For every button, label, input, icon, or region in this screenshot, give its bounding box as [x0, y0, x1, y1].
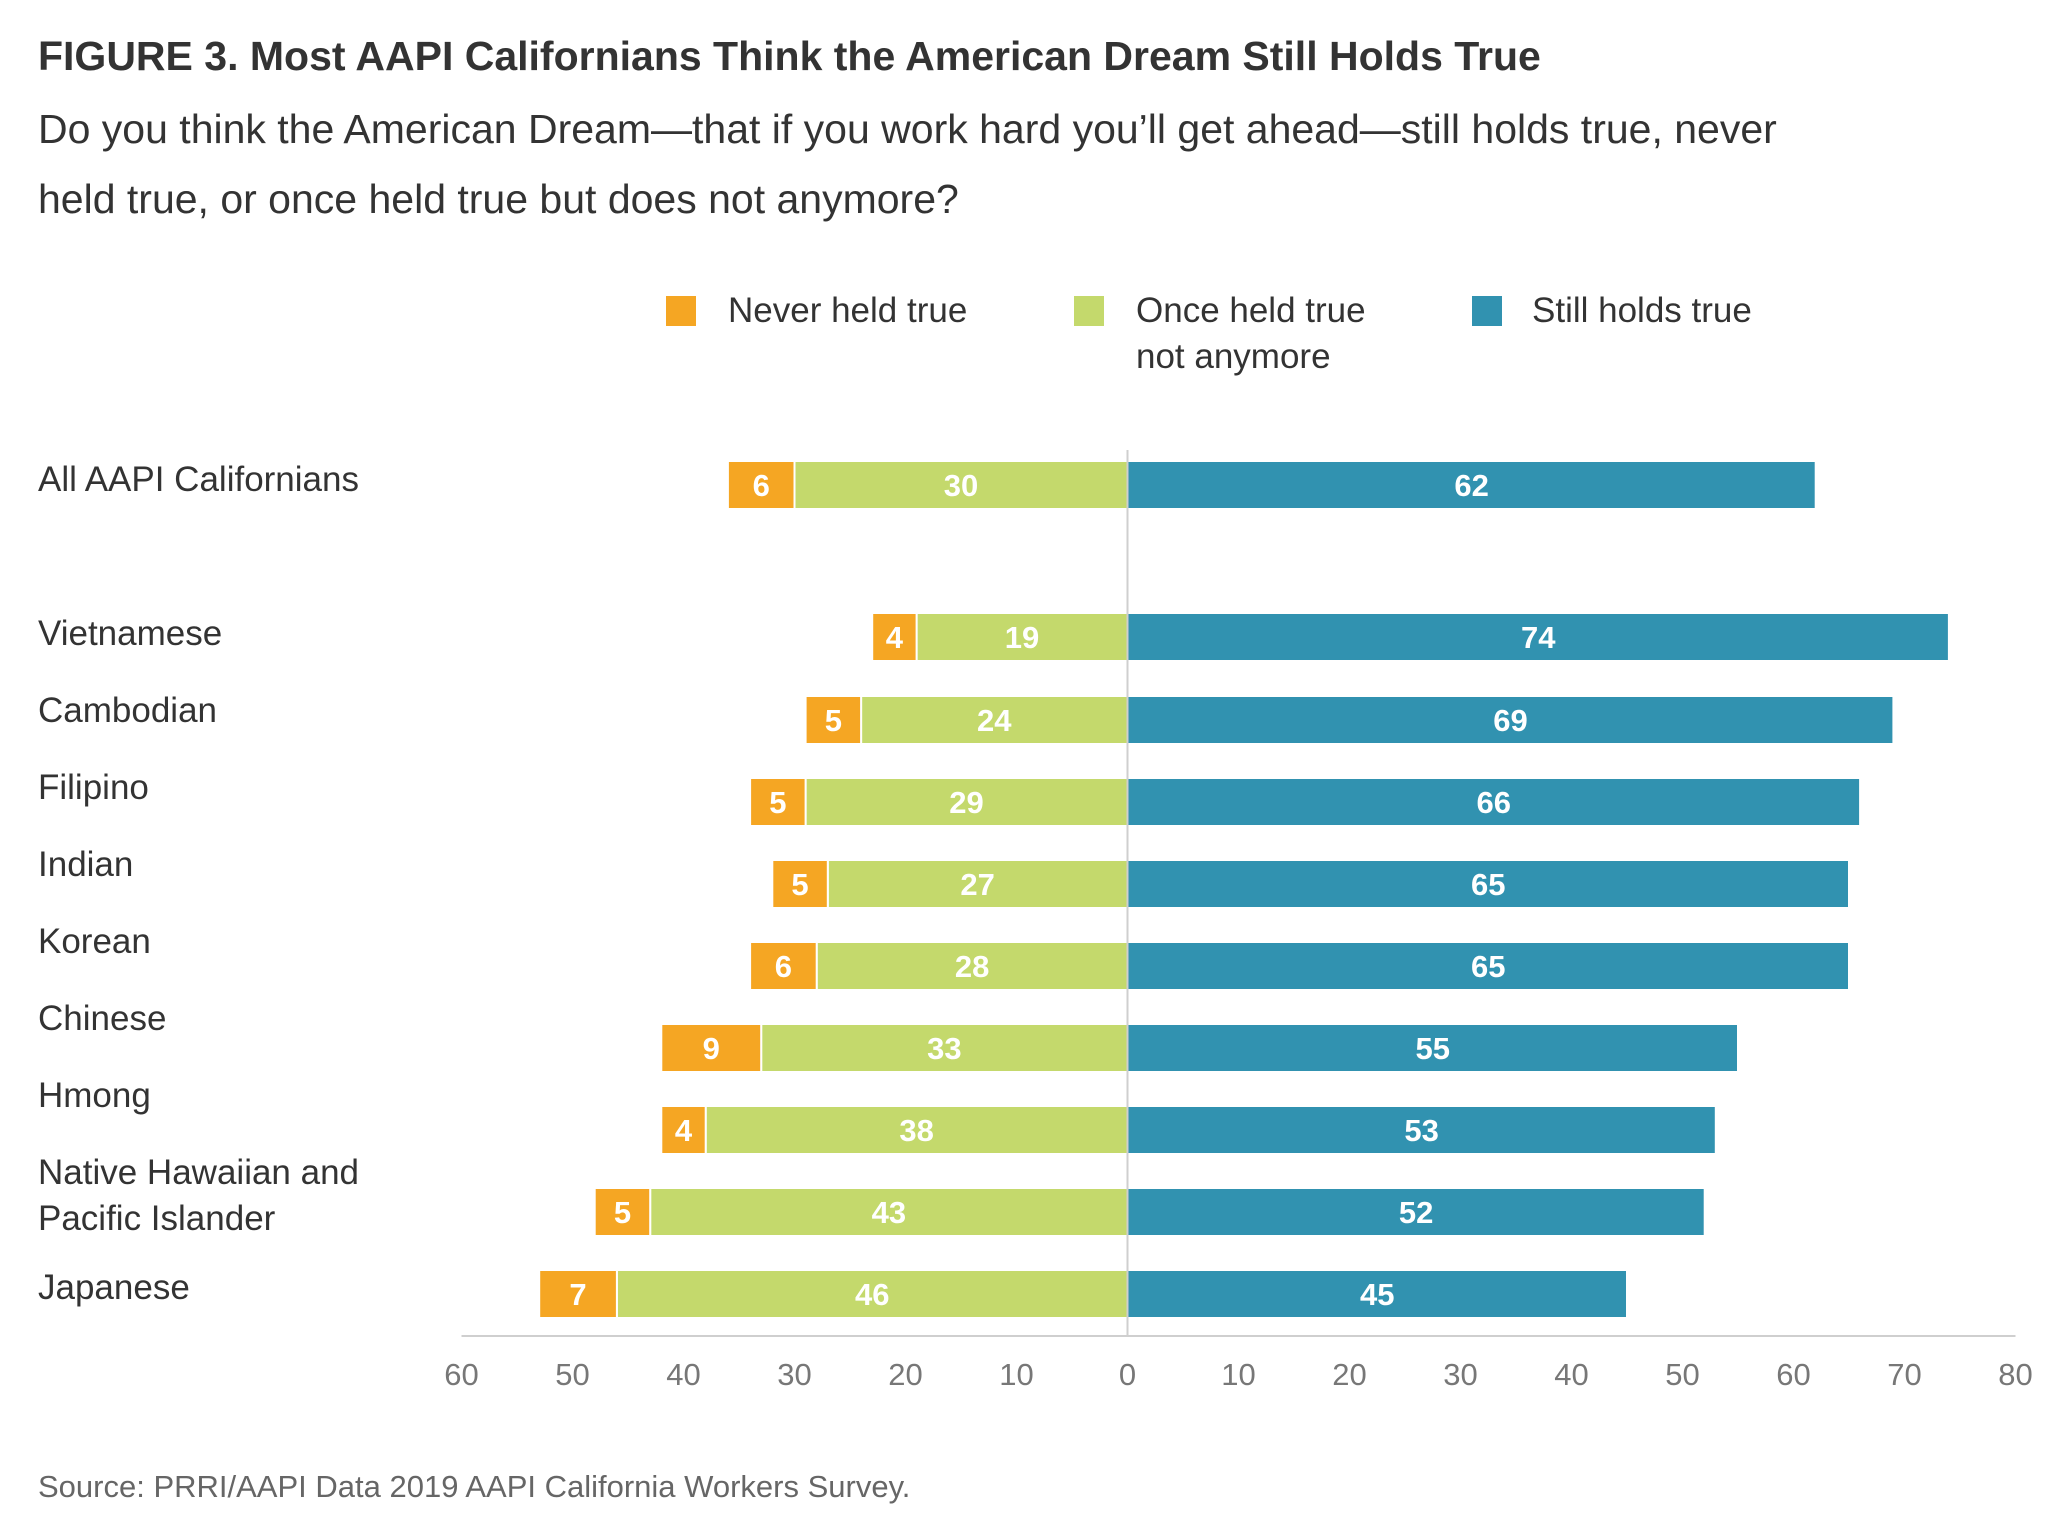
category-label-hmong: Hmong [38, 1076, 151, 1115]
category-label-chinese: Chinese [38, 999, 166, 1038]
chart-title: FIGURE 3. Most AAPI Californians Think t… [38, 33, 1541, 79]
value-label-once-held-true-not-anymore-cambodian: 24 [977, 703, 1012, 738]
value-label-never-held-true-native-hawaiian-and-pacific-islander: 5 [614, 1195, 631, 1230]
value-label-never-held-true-japanese: 7 [569, 1277, 586, 1312]
value-label-still-holds-true-chinese: 55 [1416, 1031, 1450, 1066]
value-label-once-held-true-not-anymore-japanese: 46 [855, 1277, 889, 1312]
category-labels: All AAPI Californians Vietnamese Cambodian… [38, 460, 359, 1307]
value-label-still-holds-true-hmong: 53 [1404, 1113, 1438, 1148]
bar-still-holds-true-chinese [1126, 1023, 1739, 1073]
category-label-cambodian: Cambodian [38, 691, 217, 730]
bar-never-held-true-chinese [660, 1023, 763, 1073]
value-label-never-held-true-indian: 5 [791, 867, 808, 902]
value-label-once-held-true-not-anymore-chinese: 33 [927, 1031, 961, 1066]
category-label-korean: Korean [38, 922, 151, 961]
category-label-all-aapi-californians: All AAPI Californians [38, 460, 359, 499]
value-label-still-holds-true-native-hawaiian-and-pacific-islander: 52 [1399, 1195, 1433, 1230]
value-label-once-held-true-not-anymore-all-aapi-californians: 30 [944, 468, 978, 503]
bar-never-held-true-native-hawaiian-and-pacific-islander [593, 1187, 652, 1237]
legend-swatch-once-held-true [1074, 296, 1104, 326]
value-label-still-holds-true-korean: 65 [1471, 949, 1505, 984]
legend-label-once-held-true-line-1: Once held true [1136, 291, 1366, 330]
value-label-once-held-true-not-anymore-indian: 27 [960, 867, 994, 902]
value-label-never-held-true-hmong: 4 [675, 1113, 693, 1148]
axes: 60 50 40 30 20 10 0 10 20 30 40 50 60 70 80 [444, 450, 2033, 1392]
value-label-once-held-true-not-anymore-native-hawaiian-and-pacific-islander: 43 [872, 1195, 906, 1230]
legend-label-once-held-true-line-2: not anymore [1136, 337, 1331, 376]
x-tick-label-50: 50 [1665, 1357, 1699, 1392]
bar-once-held-true-not-anymore-japanese [615, 1269, 1129, 1319]
x-tick-label-30: 30 [1443, 1357, 1477, 1392]
x-tick-label-60: 60 [1776, 1357, 1810, 1392]
category-label-indian: Indian [38, 845, 133, 884]
bar-once-held-true-not-anymore-filipino [804, 777, 1129, 827]
x-tick-label-20: 20 [1332, 1357, 1366, 1392]
bar-once-held-true-not-anymore-cambodian [860, 695, 1129, 745]
x-tick-label-neg-40: 40 [666, 1357, 700, 1392]
legend-swatch-still-holds-true [1472, 296, 1502, 326]
x-tick-label-neg-50: 50 [555, 1357, 589, 1392]
bars: 30 6 62 19 4 74 24 5 69 29 5 66 27 5 65 28 6 65 33 9 55 38 4 53… [538, 460, 1950, 1319]
value-label-never-held-true-korean: 6 [775, 949, 792, 984]
bar-still-holds-true-all-aapi-californians [1126, 460, 1817, 510]
bar-still-holds-true-filipino [1126, 777, 1862, 827]
value-label-once-held-true-not-anymore-vietnamese: 19 [1005, 620, 1039, 655]
category-label-vietnamese: Vietnamese [38, 614, 222, 653]
source-note: Source: PRRI/AAPI Data 2019 AAPI Califor… [38, 1469, 910, 1504]
legend-swatch-never-held-true [666, 296, 696, 326]
x-tick-label-neg-10: 10 [999, 1357, 1033, 1392]
x-tick-label-40: 40 [1554, 1357, 1588, 1392]
value-label-never-held-true-chinese: 9 [703, 1031, 720, 1066]
value-label-still-holds-true-all-aapi-californians: 62 [1454, 468, 1488, 503]
value-label-never-held-true-cambodian: 5 [825, 703, 842, 738]
x-tick-label-neg-30: 30 [777, 1357, 811, 1392]
bar-once-held-true-not-anymore-indian [826, 859, 1129, 909]
value-label-still-holds-true-filipino: 66 [1477, 785, 1511, 820]
bar-once-held-true-not-anymore-all-aapi-californians [793, 460, 1129, 510]
value-label-once-held-true-not-anymore-korean: 28 [955, 949, 989, 984]
value-label-once-held-true-not-anymore-filipino: 29 [949, 785, 983, 820]
x-tick-label-10: 10 [1221, 1357, 1255, 1392]
value-label-still-holds-true-japanese: 45 [1360, 1277, 1394, 1312]
x-tick-label-neg-20: 20 [888, 1357, 922, 1392]
chart-subtitle-line-2: held true, or once held true but does no… [38, 176, 959, 222]
bar-never-held-true-indian [771, 859, 829, 909]
legend: Never held true Once held true not anymo… [666, 291, 1752, 376]
legend-label-never-held-true: Never held true [728, 291, 967, 330]
value-label-still-holds-true-indian: 65 [1471, 867, 1505, 902]
bar-never-held-true-korean [749, 941, 818, 991]
bar-never-held-true-cambodian [804, 695, 863, 745]
bar-never-held-true-japanese [538, 1269, 618, 1319]
value-label-never-held-true-vietnamese: 4 [886, 620, 904, 655]
legend-label-still-holds-true: Still holds true [1532, 291, 1752, 330]
bar-still-holds-true-native-hawaiian-and-pacific-islander [1126, 1187, 1706, 1237]
category-label-filipino: Filipino [38, 768, 149, 807]
value-label-once-held-true-not-anymore-hmong: 38 [899, 1113, 933, 1148]
x-tick-label-70: 70 [1887, 1357, 1921, 1392]
bar-never-held-true-filipino [749, 777, 807, 827]
value-label-still-holds-true-vietnamese: 74 [1521, 620, 1556, 655]
category-label-native-hawaiian-and-pacific-islander: Native Hawaiian and Pacific Islander [38, 1153, 359, 1238]
bar-still-holds-true-japanese [1126, 1269, 1628, 1319]
x-tick-label-80: 80 [1998, 1357, 2032, 1392]
bar-never-held-true-all-aapi-californians [726, 460, 796, 510]
chart-subtitle-line-1: Do you think the American Dream—that if … [38, 106, 1777, 152]
value-label-never-held-true-all-aapi-californians: 6 [753, 468, 770, 503]
bar-once-held-true-not-anymore-hmong [704, 1105, 1129, 1155]
bar-never-held-true-hmong [660, 1105, 707, 1155]
value-label-never-held-true-filipino: 5 [769, 785, 786, 820]
value-label-still-holds-true-cambodian: 69 [1493, 703, 1527, 738]
category-label-japanese: Japanese [38, 1268, 190, 1307]
x-tick-label-neg-60: 60 [444, 1357, 478, 1392]
bar-once-held-true-not-anymore-native-hawaiian-and-pacific-islander [649, 1187, 1129, 1237]
bar-still-holds-true-indian [1126, 859, 1850, 909]
bar-never-held-true-vietnamese [871, 612, 918, 662]
bar-once-held-true-not-anymore-chinese [760, 1023, 1129, 1073]
x-tick-label-0: 0 [1119, 1357, 1136, 1392]
